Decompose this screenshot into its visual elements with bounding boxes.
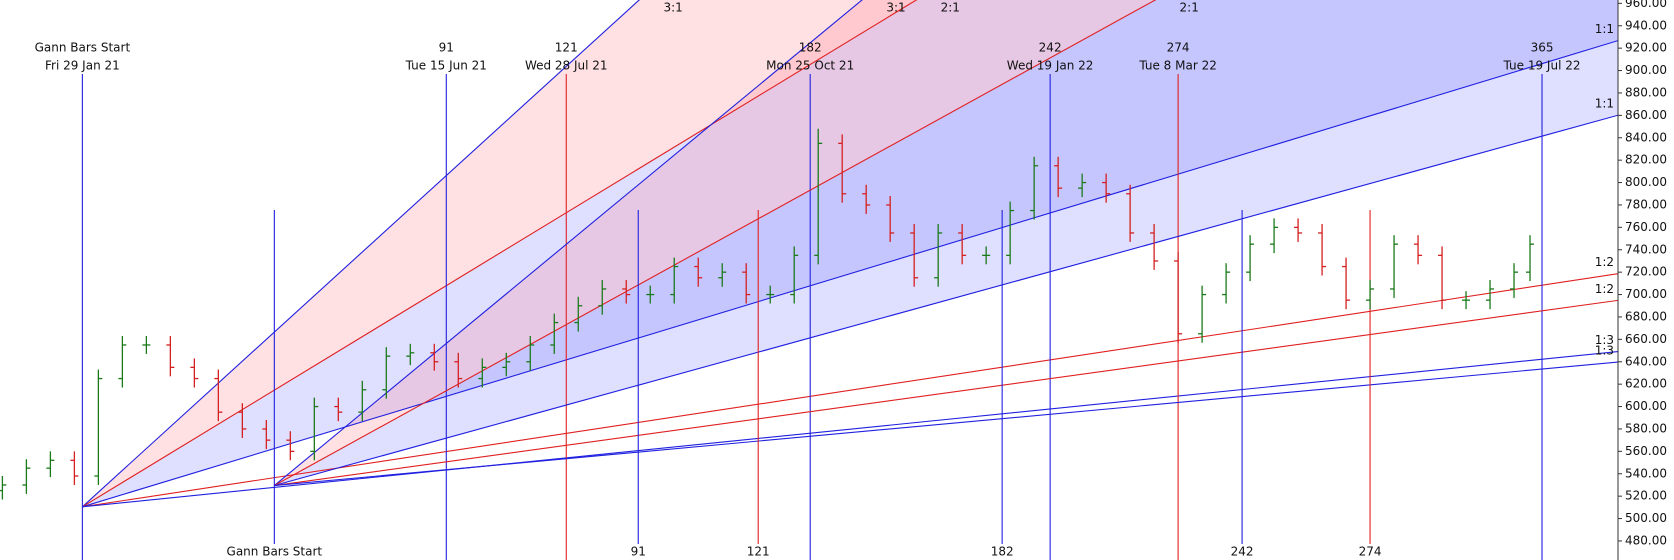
price-bars <box>0 128 1535 500</box>
y-tick-label: 780.00 <box>1625 197 1667 211</box>
fan-line <box>274 0 1157 487</box>
time-label: 121 <box>747 545 770 559</box>
y-tick-label: 960.00 <box>1625 0 1667 10</box>
fan-label: 1:3 <box>1595 333 1614 347</box>
time-label: 274 <box>1359 545 1382 559</box>
time-date: Mon 25 Oct 21 <box>766 59 854 73</box>
y-tick-label: 860.00 <box>1625 108 1667 122</box>
y-tick-label: 900.00 <box>1625 63 1667 77</box>
fan-label: 3:1 <box>886 1 905 15</box>
time-label: 242 <box>1231 545 1254 559</box>
fan-label: 1:1 <box>1595 97 1614 111</box>
time-label: 182 <box>991 545 1014 559</box>
time-label: 182 <box>799 41 822 55</box>
time-label: 274 <box>1167 41 1190 55</box>
label-bg <box>220 544 329 560</box>
time-date: Wed 28 Jul 21 <box>525 59 608 73</box>
time-date: Tue 15 Jun 21 <box>405 59 487 73</box>
time-date: Tue 19 Jul 22 <box>1503 59 1581 73</box>
label-bg <box>626 544 651 560</box>
fan-fill <box>274 0 1618 486</box>
y-tick-label: 940.00 <box>1625 18 1667 32</box>
y-tick-label: 680.00 <box>1625 309 1667 323</box>
fan-label: 1:1 <box>1595 22 1614 36</box>
label-bg <box>1358 544 1383 560</box>
time-date: Tue 8 Mar 22 <box>1138 59 1216 73</box>
fan-label: 1:3 <box>1595 344 1614 358</box>
fan-line <box>274 361 1618 487</box>
y-tick-label: 820.00 <box>1625 153 1667 167</box>
y-tick-label: 640.00 <box>1625 354 1667 368</box>
fan-lines <box>81 0 1618 560</box>
y-tick-label: 840.00 <box>1625 130 1667 144</box>
time-label: Gann Bars Start <box>227 545 323 559</box>
fan-line <box>273 0 863 486</box>
fan-label: 2:1 <box>941 1 960 15</box>
fan-line <box>82 350 1618 508</box>
y-tick-label: 600.00 <box>1625 399 1667 413</box>
y-tick-label: 880.00 <box>1625 85 1667 99</box>
time-label: 242 <box>1039 41 1062 55</box>
time-label: 365 <box>1531 41 1554 55</box>
y-tick-label: 480.00 <box>1625 533 1667 547</box>
y-tick-label: 580.00 <box>1625 421 1667 435</box>
y-tick-label: 920.00 <box>1625 41 1667 55</box>
fan-line <box>82 0 640 508</box>
fan-label: 3:1 <box>664 1 683 15</box>
y-tick-label: 700.00 <box>1625 287 1667 301</box>
label-bg <box>990 544 1015 560</box>
fan-line <box>82 0 918 508</box>
time-label: 91 <box>631 545 646 559</box>
fan-line <box>274 299 1618 487</box>
label-bg <box>746 544 771 560</box>
y-axis: 480.00 500.00 520.00 540.00 560.00 580.00 600.… <box>1618 0 1667 547</box>
fan-line <box>82 40 1618 508</box>
fan-line <box>274 114 1618 487</box>
y-tick-label: 760.00 <box>1625 220 1667 234</box>
y-tick-label: 720.00 <box>1625 265 1667 279</box>
time-date: Fri 29 Jan 21 <box>45 59 120 73</box>
y-tick-label: 500.00 <box>1625 511 1667 525</box>
fan-label: 2:1 <box>1180 1 1199 15</box>
time-label: Gann Bars Start <box>35 41 131 55</box>
y-tick-label: 540.00 <box>1625 466 1667 480</box>
y-tick-label: 520.00 <box>1625 489 1667 503</box>
labels: 3:1 2:1 1:1 1:2 1:3 Gann Bars Start Fri 29 Jan… <box>35 1 1614 560</box>
y-tick-label: 620.00 <box>1625 377 1667 391</box>
fan-label: 1:2 <box>1595 282 1614 296</box>
y-tick-label: 740.00 <box>1625 242 1667 256</box>
y-tick-label: 800.00 <box>1625 175 1667 189</box>
y-tick-label: 560.00 <box>1625 444 1667 458</box>
y-tick-label: 660.00 <box>1625 332 1667 346</box>
time-label: 91 <box>439 41 454 55</box>
time-date: Wed 19 Jan 22 <box>1007 59 1094 73</box>
time-label: 121 <box>555 41 578 55</box>
label-bg <box>1230 544 1255 560</box>
fan-label: 1:2 <box>1595 255 1614 269</box>
